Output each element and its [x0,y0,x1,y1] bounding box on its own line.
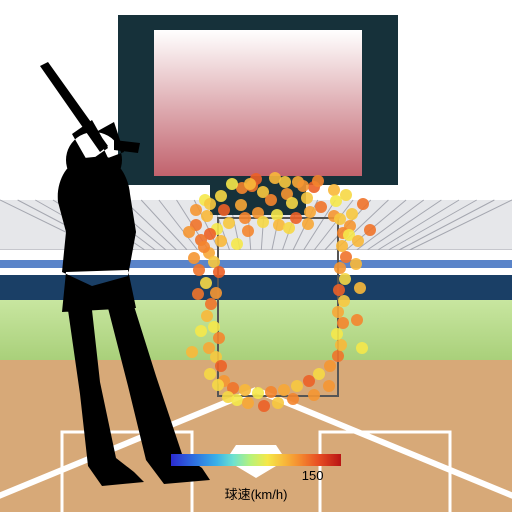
pitch-dot [223,217,235,229]
pitch-dot [312,175,324,187]
pitch-dot [272,397,284,409]
pitch-dot [304,206,316,218]
pitch-dot [356,342,368,354]
batter-silhouette [0,62,218,494]
pitch-dot [231,238,243,250]
pitch-dot [239,384,251,396]
pitch-dot [338,295,350,307]
pitch-dot [265,194,277,206]
pitch-dot [287,393,299,405]
pitch-dot [332,306,344,318]
speed-legend: 100150 球速(km/h) [171,454,341,503]
pitch-dot [357,198,369,210]
pitch-dot [291,380,303,392]
pitch-dot [346,208,358,220]
legend-tick: 150 [302,468,324,483]
pitch-dot [332,350,344,362]
pitch-dot [242,225,254,237]
pitch-dot [302,218,314,230]
pitch-dot [354,282,366,294]
pitch-dot [308,389,320,401]
pitch-dot [350,258,362,270]
pitch-dot [323,380,335,392]
pitch-dot [339,273,351,285]
pitch-dot [301,192,313,204]
pitch-dot [244,178,256,190]
pitch-dot [226,178,238,190]
pitch-dot [242,397,254,409]
legend-colorbar [171,454,341,466]
pitch-dot [334,262,346,274]
pitch-dot [315,201,327,213]
pitch-dot [331,328,343,340]
pitch-dot [330,195,342,207]
pitch-dot [297,180,309,192]
pitch-dot [218,204,230,216]
pitch-dot [324,360,336,372]
pitch-dot [257,216,269,228]
pitch-dot [258,400,270,412]
pitch-dot [333,284,345,296]
pitch-dot [265,386,277,398]
pitch-dot [313,368,325,380]
pitch-dot [283,222,295,234]
pitch-dot [235,199,247,211]
legend-tick: 100 [160,468,182,483]
pitch-dot [336,240,348,252]
pitch-dot [352,235,364,247]
pitch-dot [335,339,347,351]
pitch-dot [239,212,251,224]
legend-label: 球速(km/h) [171,484,341,503]
pitch-dot [337,317,349,329]
pitch-dot [252,387,264,399]
pitch-dot [364,224,376,236]
pitch-dot [279,176,291,188]
legend-ticks: 100150 [171,468,341,484]
pitch-dot [286,197,298,209]
pitch-dot [351,314,363,326]
